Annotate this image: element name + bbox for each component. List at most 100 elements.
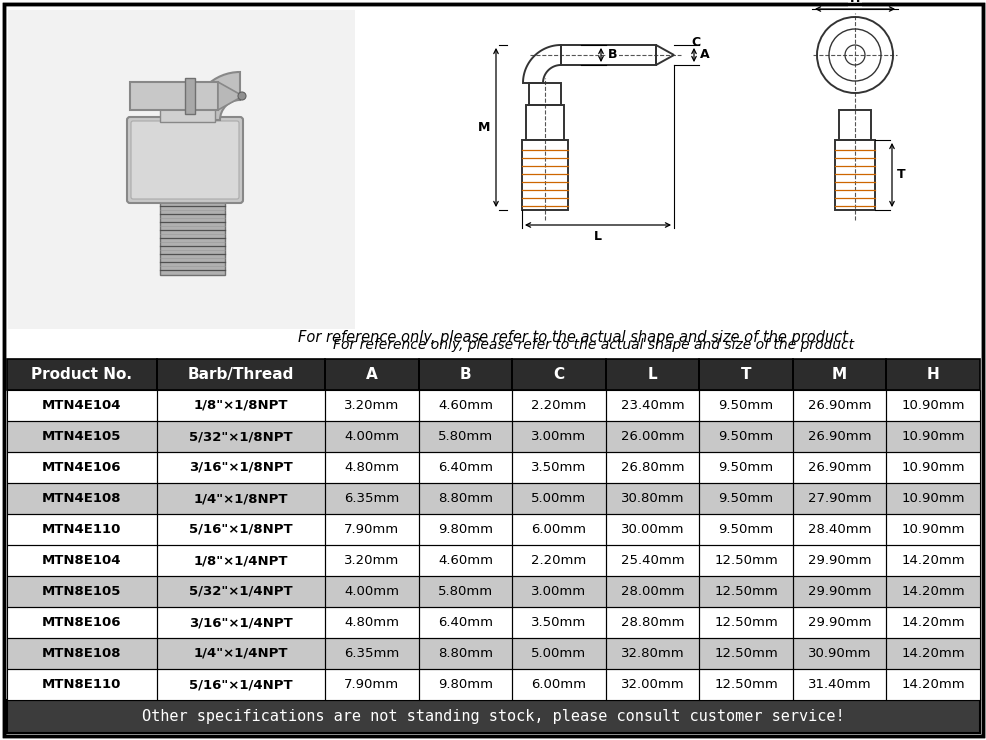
Bar xyxy=(157,390,324,421)
Bar xyxy=(512,545,605,576)
Text: 9.50mm: 9.50mm xyxy=(718,399,773,412)
Bar xyxy=(885,452,979,483)
Text: MTN4E108: MTN4E108 xyxy=(42,492,121,505)
Bar xyxy=(605,483,699,514)
Bar xyxy=(324,421,418,452)
Bar xyxy=(699,452,792,483)
Bar xyxy=(7,545,979,576)
Bar xyxy=(7,452,979,483)
Text: 4.00mm: 4.00mm xyxy=(344,430,399,443)
Text: C: C xyxy=(553,367,564,382)
Text: 10.90mm: 10.90mm xyxy=(900,399,964,412)
Text: 4.60mm: 4.60mm xyxy=(438,554,492,567)
Text: 32.00mm: 32.00mm xyxy=(620,678,683,691)
Text: 6.00mm: 6.00mm xyxy=(530,523,586,536)
Text: 26.90mm: 26.90mm xyxy=(808,430,871,443)
Bar xyxy=(160,195,225,275)
Bar xyxy=(838,110,870,140)
Text: 1/4"×1/4NPT: 1/4"×1/4NPT xyxy=(193,647,288,660)
Text: 14.20mm: 14.20mm xyxy=(900,678,964,691)
Text: 6.35mm: 6.35mm xyxy=(344,647,399,660)
Text: 2.20mm: 2.20mm xyxy=(530,554,586,567)
Bar xyxy=(526,105,563,140)
Bar xyxy=(7,638,157,669)
Bar xyxy=(885,669,979,700)
Bar xyxy=(699,514,792,545)
Bar xyxy=(605,452,699,483)
Bar xyxy=(7,669,157,700)
Bar xyxy=(7,514,979,545)
Text: 3/16"×1/8NPT: 3/16"×1/8NPT xyxy=(189,461,293,474)
Bar xyxy=(512,669,605,700)
Text: H: H xyxy=(849,0,860,5)
Text: 6.40mm: 6.40mm xyxy=(438,461,492,474)
Text: 26.00mm: 26.00mm xyxy=(620,430,683,443)
Text: M: M xyxy=(831,367,846,382)
Text: 12.50mm: 12.50mm xyxy=(714,678,777,691)
Bar xyxy=(8,10,355,329)
Bar xyxy=(528,83,560,105)
Text: 23.40mm: 23.40mm xyxy=(620,399,683,412)
Bar xyxy=(512,452,605,483)
Bar xyxy=(699,545,792,576)
Bar xyxy=(7,576,979,607)
Bar xyxy=(324,638,418,669)
Text: 31.40mm: 31.40mm xyxy=(807,678,871,691)
Bar xyxy=(885,390,979,421)
Text: B: B xyxy=(607,49,617,61)
Bar xyxy=(157,359,324,390)
Text: 30.00mm: 30.00mm xyxy=(620,523,683,536)
Text: 32.80mm: 32.80mm xyxy=(620,647,683,660)
Bar xyxy=(885,483,979,514)
Text: 3.20mm: 3.20mm xyxy=(344,554,399,567)
Text: 10.90mm: 10.90mm xyxy=(900,430,964,443)
Text: 8.80mm: 8.80mm xyxy=(438,647,492,660)
Text: 4.00mm: 4.00mm xyxy=(344,585,399,598)
Bar xyxy=(324,576,418,607)
Text: Product No.: Product No. xyxy=(32,367,132,382)
Text: 6.40mm: 6.40mm xyxy=(438,616,492,629)
Text: 12.50mm: 12.50mm xyxy=(714,554,777,567)
Bar xyxy=(7,452,157,483)
Text: 10.90mm: 10.90mm xyxy=(900,492,964,505)
Bar xyxy=(418,483,512,514)
Text: 6.35mm: 6.35mm xyxy=(344,492,399,505)
Bar xyxy=(512,359,605,390)
Bar xyxy=(157,483,324,514)
Text: MTN8E105: MTN8E105 xyxy=(42,585,121,598)
Text: 26.90mm: 26.90mm xyxy=(808,399,871,412)
Bar xyxy=(512,483,605,514)
Bar xyxy=(324,669,418,700)
Text: 9.50mm: 9.50mm xyxy=(718,461,773,474)
Text: 4.60mm: 4.60mm xyxy=(438,399,492,412)
Bar xyxy=(7,483,979,514)
Text: 7.90mm: 7.90mm xyxy=(344,523,399,536)
Bar xyxy=(324,359,418,390)
Text: A: A xyxy=(366,367,378,382)
Bar xyxy=(699,421,792,452)
Bar xyxy=(885,359,979,390)
Bar xyxy=(699,638,792,669)
Text: T: T xyxy=(740,367,750,382)
Bar xyxy=(324,607,418,638)
Text: 1/8"×1/8NPT: 1/8"×1/8NPT xyxy=(193,399,288,412)
Bar xyxy=(7,607,979,638)
Bar xyxy=(792,669,885,700)
Wedge shape xyxy=(192,72,240,120)
Bar xyxy=(699,607,792,638)
Bar xyxy=(418,359,512,390)
Text: 7.90mm: 7.90mm xyxy=(344,678,399,691)
Text: 14.20mm: 14.20mm xyxy=(900,585,964,598)
Bar xyxy=(792,607,885,638)
Text: MTN4E105: MTN4E105 xyxy=(42,430,121,443)
Bar xyxy=(157,452,324,483)
Bar xyxy=(605,390,699,421)
Text: 27.90mm: 27.90mm xyxy=(807,492,871,505)
Text: 1/8"×1/4NPT: 1/8"×1/4NPT xyxy=(193,554,288,567)
Text: 2.20mm: 2.20mm xyxy=(530,399,586,412)
Bar xyxy=(418,576,512,607)
Text: MTN8E110: MTN8E110 xyxy=(42,678,121,691)
Text: For reference only, please refer to the actual shape and size of the product: For reference only, please refer to the … xyxy=(298,330,848,345)
Bar xyxy=(157,607,324,638)
Bar xyxy=(157,421,324,452)
